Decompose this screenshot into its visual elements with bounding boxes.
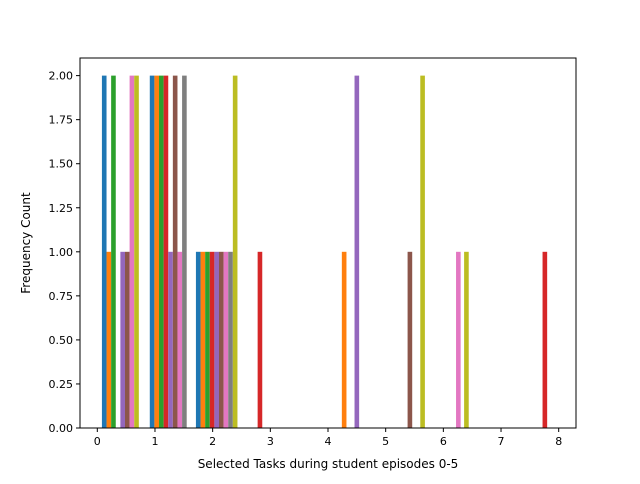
bar-22 — [228, 251, 233, 428]
bar-4 — [124, 251, 130, 428]
bar-0 — [101, 75, 107, 428]
bar-8 — [154, 75, 160, 428]
y-tick-label: 1.50 — [49, 158, 74, 171]
bar-2 — [111, 75, 116, 428]
x-tick-label: 5 — [382, 435, 389, 448]
bar-13 — [177, 251, 183, 428]
bar-29 — [456, 251, 461, 428]
x-tick-label: 4 — [325, 435, 332, 448]
bar-1 — [106, 251, 112, 428]
y-tick-label: 0.75 — [49, 290, 74, 303]
x-axis-ticks: 0 1 2 3 4 5 6 7 8 — [94, 428, 562, 448]
y-axis-label: Frequency Count — [19, 192, 33, 294]
bar-28 — [420, 75, 425, 428]
plot-frame — [79, 57, 577, 429]
x-tick-label: 2 — [209, 435, 216, 448]
bar-30 — [464, 251, 469, 428]
bar-9 — [159, 75, 164, 428]
x-tick-label: 7 — [498, 435, 505, 448]
bar-24 — [257, 251, 263, 428]
bar-17 — [205, 251, 210, 428]
y-tick-label: 2.00 — [49, 70, 74, 83]
bar-14 — [182, 75, 187, 428]
bar-18 — [209, 251, 215, 428]
y-tick-label: 1.25 — [49, 202, 74, 215]
bar-7 — [149, 75, 155, 428]
bar-19 — [214, 251, 219, 428]
y-tick-label: 0.00 — [49, 422, 74, 435]
bar-21 — [223, 251, 229, 428]
bar-25 — [341, 251, 347, 428]
bar-12 — [172, 75, 178, 428]
bar-3 — [120, 251, 125, 428]
y-tick-label: 0.25 — [49, 378, 74, 391]
x-axis-label: Selected Tasks during student episodes 0… — [198, 457, 459, 471]
bar-23 — [232, 75, 238, 428]
bar-11 — [168, 251, 173, 428]
bars-layer — [101, 75, 548, 428]
x-tick-label: 0 — [94, 435, 101, 448]
bar-20 — [218, 251, 224, 428]
x-tick-label: 8 — [555, 435, 562, 448]
bar-10 — [163, 75, 169, 428]
y-axis-ticks: 0.00 0.25 0.50 0.75 1.00 1.25 1.50 1.75 2.00 — [49, 70, 80, 435]
x-tick-label: 1 — [151, 435, 158, 448]
bar-16 — [200, 251, 206, 428]
y-tick-label: 1.75 — [49, 114, 74, 127]
bar-15 — [195, 251, 201, 428]
bar-27 — [407, 251, 413, 428]
bar-6 — [134, 75, 139, 428]
bar-5 — [129, 75, 135, 428]
y-tick-label: 1.00 — [49, 246, 74, 259]
bar-26 — [354, 75, 360, 428]
y-tick-label: 0.50 — [49, 334, 74, 347]
x-tick-label: 3 — [267, 435, 274, 448]
bar-31 — [542, 251, 548, 428]
x-tick-label: 6 — [440, 435, 447, 448]
